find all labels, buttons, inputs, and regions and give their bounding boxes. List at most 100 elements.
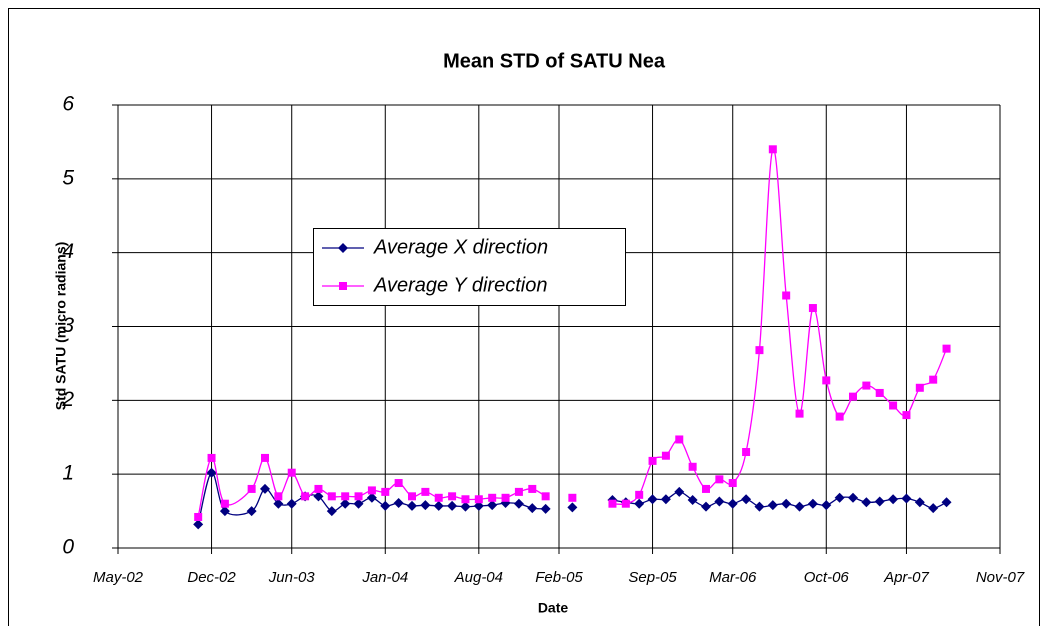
data-point [514,487,523,496]
data-point [528,484,537,493]
data-point [621,499,630,508]
data-point [715,475,724,484]
data-point [247,484,256,493]
data-point [781,498,792,509]
chart-frame [8,8,1040,626]
x-tick-label: Aug-04 [454,569,503,586]
data-point [393,497,404,508]
data-point [434,493,443,502]
y-tick-label: 1 [62,462,74,485]
data-point [341,492,350,501]
data-point [193,519,204,530]
data-point [608,499,617,508]
x-tick-label: Dec-02 [187,569,236,586]
x-tick-label: Jan-04 [361,569,408,586]
data-point [794,501,805,512]
data-point [755,346,764,355]
data-point [754,501,765,512]
data-point [714,496,725,507]
x-tick-label: Feb-05 [535,569,583,586]
y-axis-label: Std SATU (micro radians) [53,242,69,411]
data-point [660,494,671,505]
data-point [487,500,498,511]
data-point [902,411,911,420]
legend-marker [338,243,348,253]
data-point [795,409,804,418]
data-point [513,498,524,509]
data-point [834,492,845,503]
data-point [928,503,939,514]
data-point [741,494,752,505]
data-point [634,498,645,509]
data-point [366,492,377,503]
data-point [862,381,871,390]
data-point [367,486,376,495]
data-point [461,495,470,504]
data-point [273,498,284,509]
x-tick-label: May-02 [93,569,144,586]
data-point [874,496,885,507]
legend-marker [339,282,347,290]
data-point [889,401,898,410]
data-point [421,487,430,496]
data-point [207,453,216,462]
data-point [701,501,711,512]
data-point [888,494,899,505]
data-point [661,451,670,460]
data-point [647,494,658,505]
data-point [488,493,497,502]
data-point [567,502,578,513]
data-point [768,145,777,154]
data-point [260,483,270,494]
data-point [568,493,577,502]
data-point [394,479,403,488]
x-tick-label: Oct-06 [804,569,850,586]
data-point [353,498,364,509]
y-tick-label: 0 [62,536,74,559]
data-point [541,492,550,501]
x-tick-label: Sep-05 [628,569,677,586]
data-point [354,492,363,501]
data-point [848,492,858,503]
data-point [901,493,912,504]
data-point [420,500,431,511]
data-point [687,495,698,506]
data-point [648,456,657,465]
data-point [767,500,778,511]
data-point [287,468,296,477]
data-point [447,500,458,511]
data-point [274,492,283,501]
data-point [474,495,483,504]
data-point [914,497,925,508]
data-point [915,383,924,392]
x-tick-label: Apr-07 [883,569,929,586]
data-point [728,479,737,488]
y-tick-label: 4 [62,240,74,263]
data-point [246,506,257,517]
data-point [808,304,817,313]
x-tick-label: Jun-03 [268,569,316,586]
data-point [688,462,697,471]
data-point [835,412,844,421]
data-point [448,492,457,501]
data-point [540,503,551,514]
data-point [340,498,351,509]
chart-title: Mean STD of SATU Nea [443,50,666,72]
data-point [327,492,336,501]
data-point [408,492,416,501]
data-point [220,499,229,508]
data-point [301,492,310,501]
x-tick-label: Mar-06 [709,569,757,586]
data-point [861,497,872,508]
y-tick-label: 3 [62,314,74,337]
data-point [822,376,831,385]
data-point [942,344,951,353]
data-point [380,500,391,511]
data-point [219,506,230,517]
data-point [407,500,417,511]
x-axis-label: Date [538,600,569,616]
legend-label: Average Y direction [373,274,547,296]
y-tick-label: 2 [61,388,74,411]
y-tick-label: 5 [62,166,74,189]
